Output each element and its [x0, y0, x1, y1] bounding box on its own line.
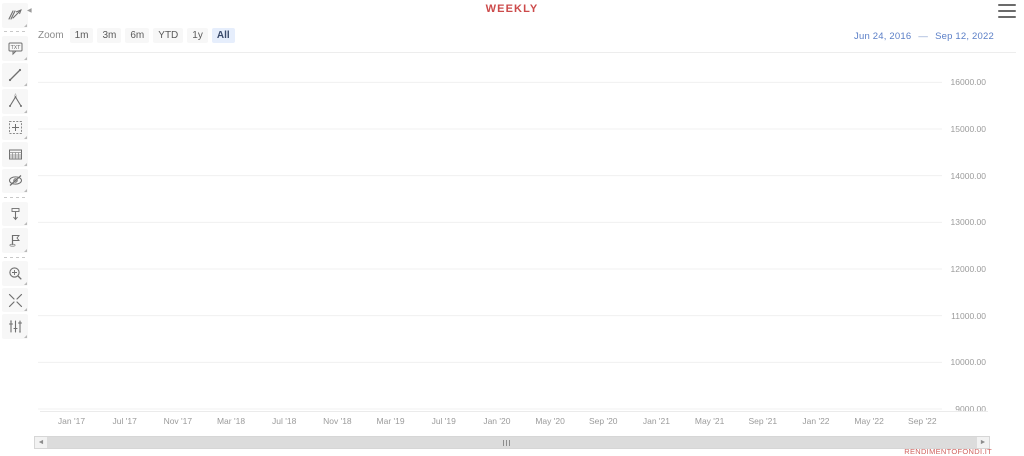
date-range-to[interactable]: Sep 12, 2022: [935, 31, 994, 42]
x-axis-labels: Jan '17 Jul '17 Nov '17 Mar '18 Jul '18 Nov '…: [0, 412, 1024, 430]
svg-text:A: A: [14, 93, 17, 97]
x-axis-tick-label: Jul '17: [112, 416, 137, 426]
range-button-ytd[interactable]: YTD: [153, 27, 184, 43]
y-axis-tick-label: 14000.00: [950, 170, 986, 181]
scroll-right-arrow-icon: ►: [979, 439, 987, 446]
hamburger-menu-icon[interactable]: [998, 4, 1016, 18]
y-axis-tick-label: 11000.00: [951, 310, 986, 321]
date-range-from[interactable]: Jun 24, 2016: [854, 31, 912, 42]
collapse-arrows-icon[interactable]: [2, 287, 28, 313]
watermark: RENDIMENTOFONDI.IT: [904, 447, 992, 456]
drawing-toolbar: ◀ TXT A: [0, 0, 32, 340]
scrollbar-grip-handle[interactable]: [502, 439, 511, 446]
x-axis-tick-label: Mar '19: [376, 416, 405, 426]
date-range: Jun 24, 2016 — Sep 12, 2022: [854, 31, 994, 42]
x-axis-tick-label: Jan '21: [642, 416, 671, 426]
scroll-left-arrow-icon: ◄: [37, 439, 45, 446]
chart-svg: [38, 56, 942, 410]
scroll-left-button[interactable]: ◄: [35, 437, 48, 448]
range-button-3m[interactable]: 3m: [97, 27, 122, 43]
zoom-label: Zoom: [38, 29, 64, 41]
x-axis-tick-label: Nov '17: [163, 416, 193, 426]
x-axis-line: [40, 411, 988, 412]
line-tool-icon[interactable]: [2, 62, 28, 88]
toolbar-divider: [4, 254, 26, 261]
grid-table-icon[interactable]: [2, 142, 28, 167]
page-title: WEEKLY: [485, 3, 539, 15]
chart-plot-area[interactable]: 16000.00 15000.00 14000.00 13000.00 12000.00…: [38, 56, 988, 414]
range-button-all[interactable]: All: [211, 27, 235, 43]
header-divider: [38, 52, 1016, 53]
zoom-in-icon[interactable]: [2, 261, 28, 286]
flag-marker-icon[interactable]: [2, 228, 28, 253]
x-axis-tick-label: May '22: [854, 416, 884, 426]
x-axis-tick-label: May '21: [694, 416, 725, 426]
toolbar-collapse-caret[interactable]: ◀: [27, 8, 32, 14]
scrollbar-track[interactable]: [48, 437, 976, 448]
y-axis-tick-label: 10000.00: [950, 357, 986, 368]
range-button-1m[interactable]: 1m: [69, 27, 94, 43]
y-axis-tick-label: 13000.00: [950, 217, 986, 228]
y-axis-tick-label: 15000.00: [950, 124, 986, 134]
range-selector: Zoom 1m 3m 6m YTD 1y All: [38, 27, 235, 43]
text-annotation-icon[interactable]: TXT: [2, 36, 28, 61]
x-axis-tick-label: Mar '18: [216, 416, 246, 426]
y-axis-tick-label: 16000.00: [950, 77, 986, 88]
angle-tool-icon[interactable]: A: [2, 89, 28, 114]
y-axis-tick-label: 9000.00: [955, 404, 986, 414]
y-axis-tick-label: 12000.00: [950, 264, 986, 274]
indicator-settings-icon[interactable]: [2, 314, 28, 339]
hide-eye-icon[interactable]: [2, 168, 28, 194]
chart-gridlines: [38, 81, 942, 410]
range-button-6m[interactable]: 6m: [125, 27, 150, 43]
x-axis-tick-label: Sep '22: [908, 416, 937, 426]
y-axis-labels: 16000.00 15000.00 14000.00 13000.00 12000.00…: [38, 0, 988, 456]
x-axis-tick-label: Jul '18: [272, 416, 297, 426]
toolbar-divider: [4, 29, 26, 36]
scroll-right-button[interactable]: ►: [976, 437, 989, 448]
date-range-separator: —: [918, 31, 929, 42]
x-axis-tick-label: Nov '18: [323, 416, 352, 426]
measure-tool-icon[interactable]: [2, 201, 28, 227]
x-axis-tick-label: Jan '22: [802, 416, 830, 426]
x-axis-tick-label: May '20: [535, 416, 565, 426]
x-axis-tick-label: Sep '21: [748, 416, 778, 426]
x-axis-tick-label: Jan '20: [483, 416, 511, 426]
range-button-1y[interactable]: 1y: [187, 27, 208, 43]
x-axis-tick-label: Jul '19: [431, 416, 456, 426]
chart-scrollbar[interactable]: ◄ ►: [34, 436, 990, 449]
x-axis-tick-label: Sep '20: [588, 416, 618, 426]
x-axis-tick-label: Jan '17: [57, 416, 86, 426]
trendlines-icon[interactable]: ◀: [2, 3, 32, 28]
shapes-tool-icon[interactable]: [2, 115, 28, 141]
svg-text:TXT: TXT: [10, 45, 20, 51]
toolbar-divider: [4, 194, 26, 201]
